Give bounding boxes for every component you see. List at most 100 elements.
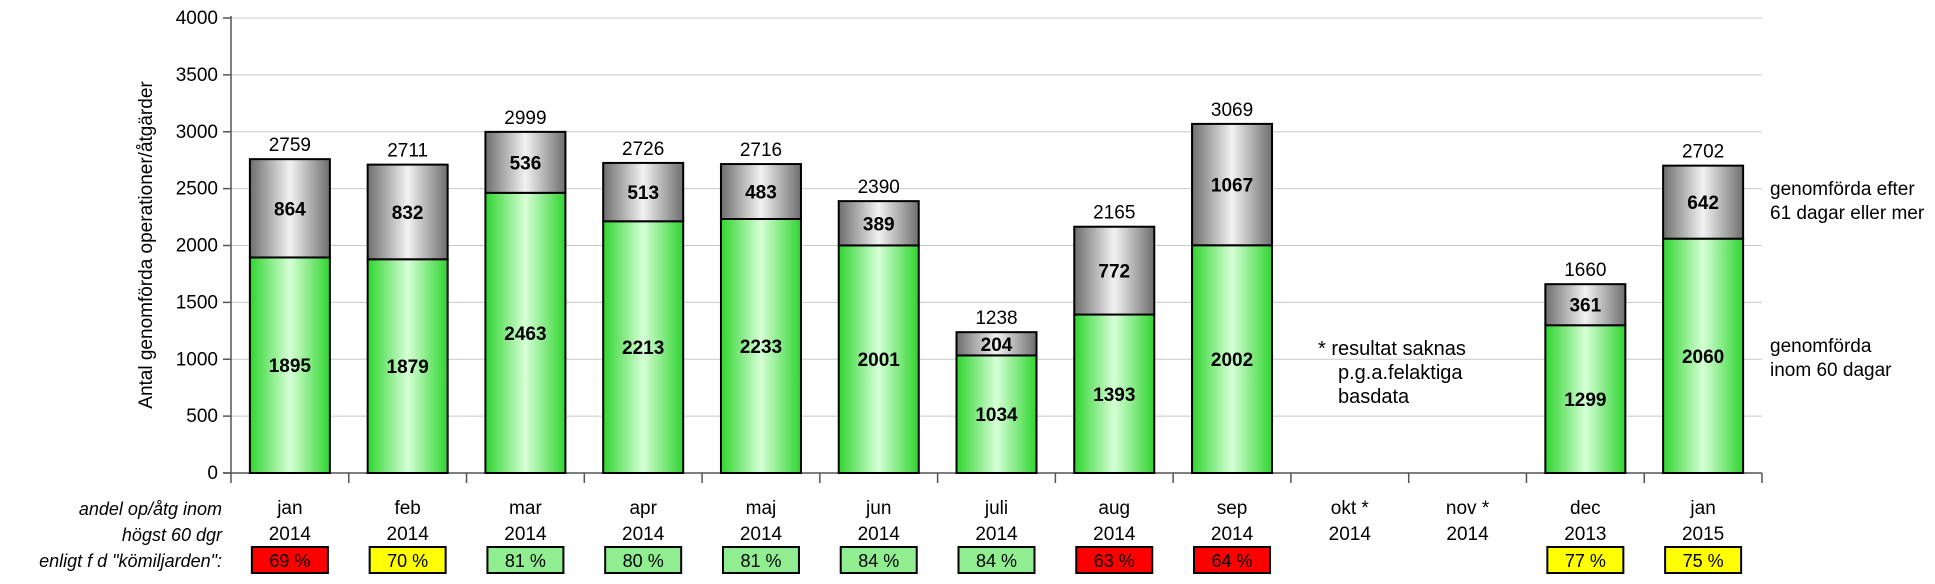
bar-value-label-within-60: 2002: [1211, 350, 1253, 371]
bar-value-label-within-60: 1393: [1093, 385, 1135, 406]
y-tick-label: 2000: [176, 236, 218, 257]
x-category-year: 2013: [1564, 524, 1606, 545]
share-box: [368, 546, 447, 574]
bar-within-60-days: [602, 220, 685, 474]
row-label: enligt f d "kömiljarden":: [39, 551, 222, 571]
bar-after-61-days: [1191, 122, 1274, 247]
bar-total-label: 1238: [975, 308, 1017, 329]
bar-within-60-days: [484, 191, 567, 475]
legend-label-after-61: 61 dagar eller mer: [1770, 203, 1925, 224]
bar-value-label-after-61: 864: [274, 199, 306, 220]
row-label: högst 60 dgr: [122, 525, 223, 545]
bar-value-label-after-61: 204: [981, 335, 1013, 356]
y-tick-label: 2500: [176, 179, 218, 200]
x-category-month: dec: [1570, 498, 1601, 519]
x-category-year: 2014: [975, 524, 1018, 545]
x-category-month: nov *: [1446, 498, 1490, 519]
y-tick-label: 4000: [176, 8, 218, 29]
bar-within-60-days: [366, 258, 449, 475]
share-box: [486, 546, 565, 574]
bar-value-label-after-61: 642: [1687, 193, 1719, 214]
annotation-text: * resultat saknas: [1318, 338, 1466, 360]
share-value: 81 %: [505, 551, 546, 571]
share-box: [721, 546, 800, 574]
share-value: 70 %: [387, 551, 428, 571]
x-category-month: apr: [629, 498, 657, 519]
y-tick-label: 3500: [176, 65, 218, 86]
bar-value-label-after-61: 483: [745, 183, 777, 204]
bar-within-60-days: [955, 354, 1038, 475]
bar-value-label-within-60: 1879: [387, 357, 429, 378]
bar-total-label: 2999: [504, 108, 546, 129]
bar-total-label: 2716: [740, 140, 782, 161]
bar-within-60-days: [1191, 244, 1274, 474]
x-category-year: 2014: [1329, 524, 1372, 545]
bar-within-60-days: [1662, 237, 1745, 474]
bar-total-label: 2759: [269, 135, 311, 156]
y-tick-label: 1000: [176, 349, 218, 370]
y-axis-title: Antal genomförda operationer/åtgärder: [136, 81, 157, 409]
x-category-month: mar: [509, 498, 542, 519]
share-value: 75 %: [1683, 551, 1724, 571]
bar-after-61-days: [602, 161, 685, 223]
share-value: 77 %: [1565, 551, 1606, 571]
x-category-year: 2014: [740, 524, 783, 545]
bar-after-61-days: [248, 158, 331, 259]
bar-after-61-days: [366, 163, 449, 261]
share-value: 69 %: [269, 551, 310, 571]
bar-value-label-within-60: 1299: [1564, 390, 1606, 411]
x-category-month: jan: [1689, 498, 1715, 519]
share-box: [250, 546, 329, 574]
share-value: 63 %: [1094, 551, 1135, 571]
share-box: [1664, 546, 1743, 574]
bar-value-label-within-60: 2060: [1682, 347, 1724, 368]
y-tick-label: 3000: [176, 122, 218, 143]
bar-value-label-within-60: 1034: [975, 405, 1018, 426]
x-category-year: 2014: [504, 524, 547, 545]
bar-total-label: 3069: [1211, 100, 1253, 121]
bar-total-label: 2390: [858, 177, 900, 198]
x-category-year: 2014: [622, 524, 665, 545]
bar-total-label: 2165: [1093, 203, 1135, 224]
bar-value-label-after-61: 832: [392, 203, 424, 224]
bar-within-60-days: [837, 244, 920, 474]
x-category-month: feb: [394, 498, 420, 519]
bar-within-60-days: [248, 256, 331, 474]
share-box: [1193, 546, 1272, 574]
bar-after-61-days: [1544, 283, 1627, 327]
x-category-month: maj: [746, 498, 777, 519]
bar-value-label-within-60: 2001: [858, 350, 901, 371]
bar-after-61-days: [955, 331, 1038, 357]
bar-total-label: 2726: [622, 139, 664, 160]
x-category-month: okt *: [1331, 498, 1370, 519]
x-category-month: juli: [984, 498, 1008, 519]
share-value: 84 %: [976, 551, 1017, 571]
legend-label-within-60: genomförda: [1770, 336, 1872, 357]
x-category-year: 2014: [858, 524, 901, 545]
bar-value-label-within-60: 2233: [740, 337, 782, 358]
annotation-text: basdata: [1338, 386, 1410, 408]
x-category-year: 2015: [1682, 524, 1724, 545]
bar-within-60-days: [1073, 313, 1156, 475]
bar-value-label-after-61: 772: [1098, 262, 1130, 283]
x-category-month: jun: [865, 498, 891, 519]
bar-after-61-days: [1073, 225, 1156, 316]
share-value: 80 %: [623, 551, 664, 571]
bar-after-61-days: [837, 200, 920, 247]
labels: 1895 864 2759 jan 2014 69 % 1879 832 2711 feb 2014…: [39, 100, 1925, 574]
share-box: [839, 546, 918, 574]
x-category-month: jan: [276, 498, 302, 519]
y-tick-label: 500: [186, 406, 218, 427]
x-category-month: sep: [1217, 498, 1248, 519]
y-tick-label: 0: [207, 463, 218, 484]
y-tick-label: 1500: [176, 292, 218, 313]
bar-within-60-days: [1544, 324, 1627, 474]
x-category-year: 2014: [1093, 524, 1136, 545]
share-box: [1546, 546, 1625, 574]
x-category-year: 2014: [269, 524, 312, 545]
bar-total-label: 2711: [387, 141, 428, 162]
legend-label-after-61: genomförda efter: [1770, 179, 1915, 200]
x-category-year: 2014: [1446, 524, 1489, 545]
bars: [248, 122, 1745, 475]
